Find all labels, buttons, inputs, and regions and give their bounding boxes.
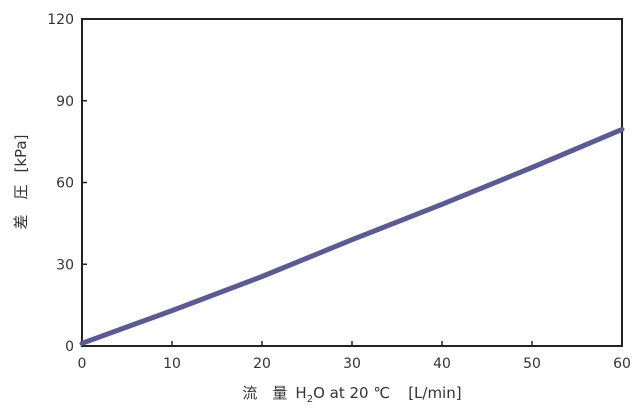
series-layer: [79, 126, 625, 346]
x-axis-formula: H: [295, 384, 306, 402]
x-axis-formula-rest: O at 20 ℃: [313, 384, 390, 402]
plot-frame: [81, 18, 623, 347]
x-tick-label: 0: [78, 356, 87, 372]
x-axis-label-text: 流 量: [242, 384, 287, 402]
y-axis-label-text: 差 圧: [12, 184, 30, 229]
x-axis-label: 流 量 H2O at 20 ℃ [L/min]: [242, 384, 461, 405]
y-tick-label: 30: [56, 257, 74, 273]
x-axis-unit: [L/min]: [408, 384, 461, 402]
x-tick-label: 10: [163, 356, 181, 372]
y-axis-unit: [kPa]: [12, 135, 30, 173]
x-axis-formula-subscript: 2: [307, 394, 313, 405]
y-tick-label: 90: [56, 94, 74, 110]
y-tick-label: 120: [47, 12, 74, 28]
y-tick-label: 0: [65, 339, 74, 355]
x-tick-label: 40: [433, 356, 451, 372]
series-line: [79, 126, 625, 346]
x-axis-ticks: 0 10 20 30 40 50 60: [78, 341, 631, 372]
y-axis-label: 差 圧 [kPa]: [12, 135, 30, 230]
y-axis-ticks: 0 30 60 90 120: [47, 12, 87, 355]
x-tick-label: 50: [523, 356, 541, 372]
y-tick-label: 60: [56, 176, 74, 192]
x-tick-label: 20: [253, 356, 271, 372]
x-tick-label: 30: [343, 356, 361, 372]
x-tick-label: 60: [613, 356, 631, 372]
